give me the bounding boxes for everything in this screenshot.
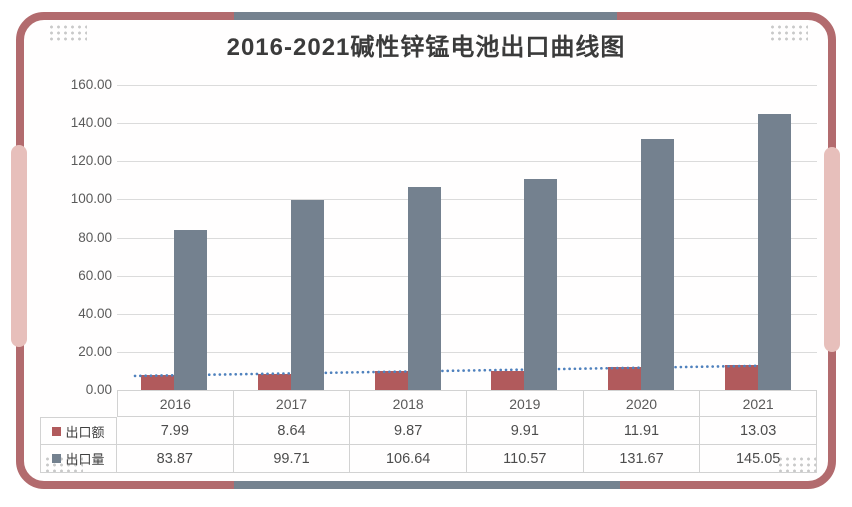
corner-dots-top-left (48, 24, 87, 41)
gridline (117, 123, 817, 125)
y-tick-label: 60.00 (78, 267, 112, 283)
frame-left-accent (11, 145, 27, 347)
bar-group-2016 (117, 85, 234, 390)
legend-label: 出口额 (65, 424, 105, 440)
value-cell-出口额: 7.99 (117, 417, 234, 445)
bar-出口额-2019 (491, 371, 525, 390)
chart-title: 2016-2021碱性锌锰电池出口曲线图 (226, 34, 626, 61)
bar-出口额-2016 (141, 374, 175, 390)
corner-dots-bottom-right (777, 456, 816, 473)
trendline (133, 364, 765, 378)
legend-label: 出口量 (65, 452, 105, 467)
y-tick-label: 160.00 (70, 77, 112, 92)
bar-出口量-2021 (757, 113, 791, 390)
bar-出口额-2021 (724, 365, 758, 390)
corner-dots-top-right (769, 24, 808, 41)
y-tick-label: 80.00 (78, 229, 112, 245)
value-cell-出口额: 8.64 (233, 417, 351, 445)
value-cell-出口量: 106.64 (350, 445, 467, 473)
plot-area (117, 85, 817, 390)
bar-出口量-2016 (174, 230, 208, 390)
legend-出口额: 出口额 (40, 417, 117, 445)
data-table: 2016 2017 2018 2019 2020 2021 出口额 7.99 8.64 9.87 9… (40, 390, 817, 473)
value-cell-出口额: 9.87 (350, 417, 467, 445)
y-tick-label: 120.00 (70, 153, 112, 169)
y-tick-label: 0.00 (85, 382, 112, 397)
gridline (117, 275, 817, 277)
value-cell-出口量: 99.71 (233, 445, 351, 473)
bar-group-2020 (584, 85, 701, 390)
gridline (117, 161, 817, 163)
bar-出口量-2017 (290, 199, 324, 390)
y-axis: 160.00 140.00 120.00 100.00 80.00 60.00 40.00 2… (36, 77, 112, 397)
year-label: 2018 (350, 390, 467, 417)
value-cell-出口量: 131.67 (583, 445, 701, 473)
y-tick-label: 20.00 (78, 343, 112, 359)
bar-出口额-2017 (257, 373, 291, 390)
year-label: 2019 (466, 390, 584, 417)
frame-top-accent (234, 12, 617, 20)
y-tick-label: 40.00 (78, 305, 112, 321)
year-label: 2017 (233, 390, 351, 417)
value-cell-出口额: 13.03 (700, 417, 817, 445)
gridline (117, 237, 817, 239)
bar-出口量-2019 (524, 179, 558, 390)
value-cell-出口量: 145.05 (700, 445, 817, 473)
value-cell-出口额: 11.91 (583, 417, 701, 445)
frame-bottom-accent (234, 481, 620, 489)
bar-group-2019 (467, 85, 584, 390)
bar-出口额-2018 (374, 371, 408, 390)
legend-出口量: 出口量 (40, 445, 117, 473)
value-cell-出口额: 9.91 (466, 417, 584, 445)
table-corner-blank (40, 390, 117, 417)
bar-group-2018 (350, 85, 467, 390)
value-cell-出口量: 83.87 (117, 445, 234, 473)
gridline (117, 85, 817, 86)
legend-key-icon (52, 426, 62, 436)
y-tick-label: 140.00 (70, 115, 112, 131)
year-label: 2020 (583, 390, 701, 417)
bar-出口量-2020 (640, 139, 674, 390)
gridline (117, 199, 817, 201)
bar-出口量-2018 (407, 186, 441, 390)
year-label: 2021 (700, 390, 817, 417)
gridline (117, 313, 817, 315)
bar-group-2017 (234, 85, 351, 390)
legend-key-icon (52, 454, 62, 463)
year-label: 2016 (117, 390, 234, 417)
y-tick-label: 100.00 (70, 191, 112, 207)
value-cell-出口量: 110.57 (466, 445, 584, 473)
frame-right-accent (824, 147, 840, 352)
bar-group-2021 (700, 85, 817, 390)
gridline (117, 351, 817, 353)
bar-出口额-2020 (607, 367, 641, 390)
